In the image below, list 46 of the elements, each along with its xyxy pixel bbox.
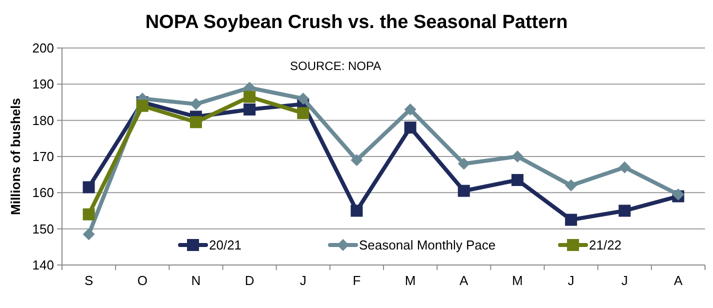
- point: [565, 214, 578, 226]
- x-tick-label: J: [300, 273, 306, 288]
- legend-label: 20/21: [209, 238, 242, 253]
- legend-label: Seasonal Monthly Pace: [359, 238, 496, 253]
- x-tick-label: O: [137, 273, 148, 288]
- point: [190, 116, 202, 128]
- point: [565, 179, 578, 192]
- annotation: SOURCE: NOPA: [290, 59, 382, 73]
- point: [404, 122, 416, 134]
- point: [350, 154, 363, 166]
- point: [82, 181, 95, 194]
- y-axis-title: Millions of bushels: [8, 98, 23, 216]
- point: [82, 228, 95, 240]
- x-tick-label: M: [404, 273, 416, 288]
- x-tick-label: M: [512, 273, 523, 288]
- point: [618, 161, 631, 174]
- y-tick-label: 170: [32, 149, 54, 164]
- legend-label: 21/22: [589, 238, 622, 253]
- point: [618, 204, 631, 217]
- x-tick-label: J: [568, 273, 574, 288]
- y-tick-label: 160: [32, 185, 54, 200]
- x-tick-label: S: [84, 273, 94, 288]
- point: [511, 174, 524, 186]
- x-tick-label: A: [460, 273, 469, 288]
- chart-title: NOPA Soybean Crush vs. the Seasonal Pattern: [145, 12, 568, 33]
- point: [136, 100, 148, 112]
- y-tick-label: 200: [32, 40, 54, 56]
- point: [458, 184, 470, 197]
- point: [350, 204, 363, 217]
- x-tick-label: D: [244, 273, 254, 288]
- point: [244, 103, 256, 116]
- point: [297, 107, 310, 120]
- y-tick-label: 150: [32, 221, 54, 236]
- y-tick-label: 180: [32, 112, 54, 128]
- point: [511, 150, 524, 162]
- point: [404, 103, 416, 116]
- point: [297, 92, 310, 105]
- x-tick-label: N: [191, 273, 201, 288]
- x-tick-label: F: [352, 273, 361, 288]
- point: [244, 90, 256, 103]
- point: [458, 158, 470, 170]
- x-tick-label: A: [674, 273, 683, 288]
- y-tick-label: 190: [32, 76, 54, 92]
- x-tick-label: J: [621, 273, 628, 288]
- y-tick-label: 140: [32, 258, 54, 273]
- point: [82, 208, 95, 220]
